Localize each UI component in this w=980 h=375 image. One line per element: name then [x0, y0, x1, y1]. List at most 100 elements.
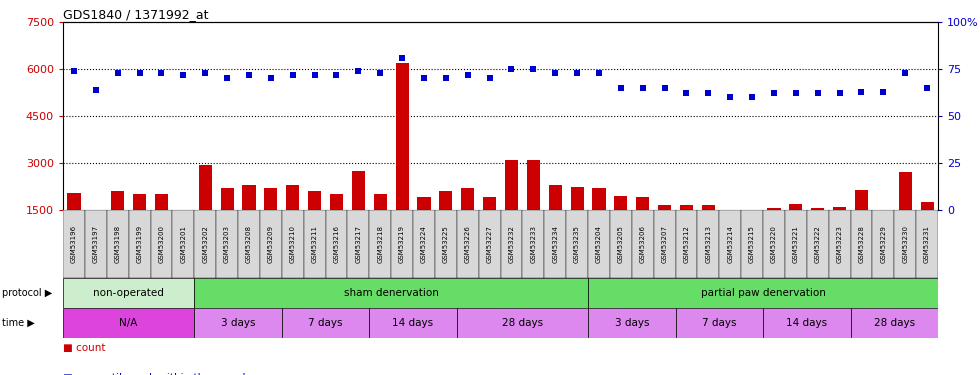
- Bar: [899, 172, 911, 210]
- Bar: [111, 191, 124, 210]
- Text: 14 days: 14 days: [392, 318, 433, 328]
- Text: GSM53214: GSM53214: [727, 225, 733, 263]
- Bar: [680, 205, 693, 210]
- Text: N/A: N/A: [120, 318, 138, 328]
- Bar: [68, 193, 80, 210]
- Bar: [220, 188, 233, 210]
- Text: GSM53226: GSM53226: [465, 225, 470, 263]
- Bar: [811, 209, 824, 210]
- Text: GSM53202: GSM53202: [202, 225, 208, 263]
- Text: GSM53212: GSM53212: [683, 225, 690, 263]
- Text: GSM53225: GSM53225: [443, 225, 449, 263]
- Bar: [457, 210, 478, 278]
- Text: 3 days: 3 days: [614, 318, 649, 328]
- Bar: [352, 171, 365, 210]
- Text: GSM53234: GSM53234: [552, 225, 559, 263]
- Bar: [785, 210, 807, 278]
- Bar: [133, 194, 146, 210]
- Bar: [719, 210, 741, 278]
- Text: GSM53203: GSM53203: [224, 225, 230, 263]
- Bar: [439, 191, 453, 210]
- Text: partial paw denervation: partial paw denervation: [701, 288, 825, 298]
- Bar: [282, 308, 369, 338]
- Bar: [527, 160, 540, 210]
- Bar: [570, 186, 584, 210]
- Bar: [172, 210, 194, 278]
- Bar: [741, 210, 763, 278]
- Bar: [457, 308, 588, 338]
- Bar: [369, 210, 391, 278]
- Bar: [396, 63, 409, 210]
- Bar: [63, 308, 194, 338]
- Bar: [894, 210, 916, 278]
- Bar: [723, 210, 737, 213]
- Text: GSM53215: GSM53215: [749, 225, 755, 263]
- Bar: [151, 210, 172, 278]
- Text: GSM53221: GSM53221: [793, 225, 799, 263]
- Text: time ▶: time ▶: [2, 318, 34, 328]
- Bar: [763, 308, 851, 338]
- Bar: [199, 165, 212, 210]
- Bar: [544, 210, 566, 278]
- Bar: [286, 185, 299, 210]
- Bar: [242, 185, 256, 210]
- Bar: [872, 210, 894, 278]
- Text: GSM53199: GSM53199: [136, 225, 142, 263]
- Text: GSM53206: GSM53206: [640, 225, 646, 263]
- Bar: [194, 210, 217, 278]
- Bar: [194, 278, 588, 308]
- Text: GDS1840 / 1371992_at: GDS1840 / 1371992_at: [63, 8, 209, 21]
- Text: ■ count: ■ count: [63, 343, 106, 353]
- Text: GSM53230: GSM53230: [903, 225, 908, 263]
- Bar: [330, 194, 343, 210]
- Bar: [807, 210, 829, 278]
- Text: GSM53216: GSM53216: [333, 225, 339, 263]
- Bar: [347, 210, 369, 278]
- Bar: [588, 278, 938, 308]
- Bar: [920, 202, 934, 210]
- Bar: [566, 210, 588, 278]
- Bar: [63, 278, 194, 308]
- Bar: [194, 308, 282, 338]
- Bar: [658, 205, 671, 210]
- Text: 3 days: 3 days: [220, 318, 255, 328]
- Text: GSM53210: GSM53210: [290, 225, 296, 263]
- Text: GSM53219: GSM53219: [399, 225, 405, 263]
- Text: 7 days: 7 days: [702, 318, 737, 328]
- Bar: [107, 210, 128, 278]
- Text: GSM53211: GSM53211: [312, 225, 318, 263]
- Bar: [282, 210, 304, 278]
- Bar: [391, 210, 413, 278]
- Bar: [632, 210, 654, 278]
- Text: GSM53224: GSM53224: [421, 225, 427, 263]
- Bar: [549, 185, 562, 210]
- Bar: [636, 198, 650, 210]
- Bar: [369, 308, 457, 338]
- Text: 7 days: 7 days: [309, 318, 343, 328]
- Bar: [238, 210, 260, 278]
- Bar: [176, 210, 190, 212]
- Bar: [654, 210, 675, 278]
- Bar: [89, 210, 102, 216]
- Bar: [675, 210, 698, 278]
- Text: GSM53235: GSM53235: [574, 225, 580, 263]
- Bar: [483, 198, 496, 210]
- Text: GSM53208: GSM53208: [246, 225, 252, 263]
- Bar: [373, 194, 387, 210]
- Bar: [763, 210, 785, 278]
- Text: 28 days: 28 days: [874, 318, 914, 328]
- Bar: [702, 205, 714, 210]
- Bar: [588, 210, 610, 278]
- Bar: [592, 188, 606, 210]
- Text: GSM53196: GSM53196: [71, 225, 77, 263]
- Bar: [522, 210, 544, 278]
- Bar: [877, 210, 890, 213]
- Bar: [325, 210, 347, 278]
- Text: GSM53217: GSM53217: [356, 225, 362, 263]
- Bar: [851, 210, 872, 278]
- Text: GSM53220: GSM53220: [771, 225, 777, 263]
- Text: non-operated: non-operated: [93, 288, 164, 298]
- Text: GSM53200: GSM53200: [159, 225, 165, 263]
- Text: GSM53231: GSM53231: [924, 225, 930, 263]
- Text: GSM53204: GSM53204: [596, 225, 602, 263]
